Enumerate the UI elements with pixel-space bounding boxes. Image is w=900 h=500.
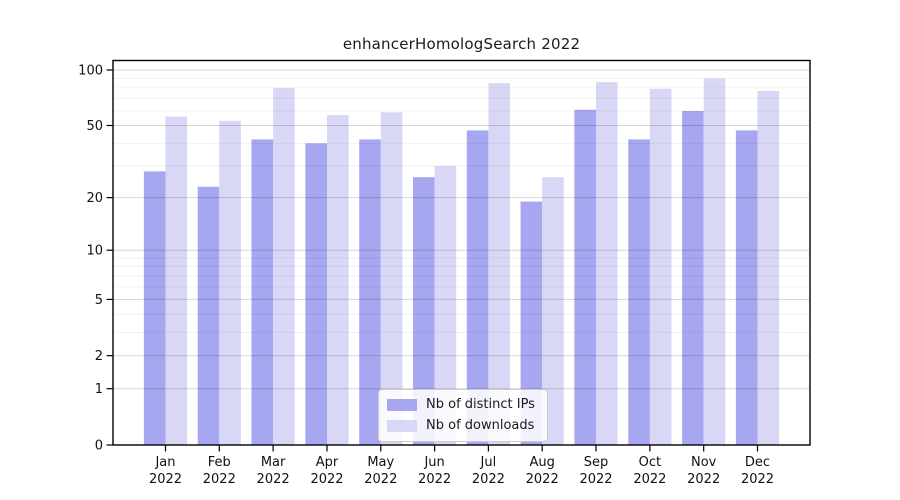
x-tick-label-year: 2022 [579, 472, 612, 487]
bar-downloads [703, 78, 726, 445]
bar-distinct-ips [682, 111, 704, 445]
bar-distinct-ips [628, 139, 650, 445]
bar-downloads [219, 120, 241, 446]
x-tick-label-year: 2022 [687, 472, 720, 487]
legend-item-downloads: Nb of downloads [387, 418, 535, 434]
x-tick-label-month: Jun [423, 455, 444, 470]
x-tick-label-year: 2022 [418, 472, 451, 487]
x-tick-label-year: 2022 [364, 472, 397, 487]
x-tick-label-month: Feb [208, 455, 231, 470]
bar-distinct-ips [305, 143, 327, 446]
bar-downloads [596, 82, 618, 445]
y-tick-label: 50 [86, 119, 103, 134]
bar-distinct-ips [574, 109, 596, 445]
y-tick-label: 0 [95, 439, 103, 454]
y-tick-label: 10 [86, 244, 103, 259]
x-tick-label-month: Dec [745, 455, 770, 470]
bar-distinct-ips [520, 201, 543, 445]
legend-swatch-distinct-ips-icon [387, 399, 417, 411]
bar-downloads [488, 83, 510, 445]
bar-distinct-ips [466, 130, 489, 445]
x-tick-label-year: 2022 [149, 472, 182, 487]
bar-downloads [434, 166, 457, 445]
plot-border [112, 59, 811, 446]
x-tick-label-month: Apr [316, 455, 339, 470]
x-tick-label-month: Nov [691, 455, 717, 470]
x-tick-label-month: May [367, 455, 394, 470]
bar-distinct-ips [143, 171, 166, 445]
y-tick-label: 2 [95, 349, 103, 364]
y-tick-label: 100 [78, 64, 103, 79]
x-tick-label-year: 2022 [310, 472, 343, 487]
x-tick-label-year: 2022 [741, 472, 774, 487]
legend-swatch-downloads-icon [387, 420, 417, 432]
chart-title: enhancerHomologSearch 2022 [342, 35, 581, 53]
y-tick-label: 20 [86, 191, 103, 206]
bar-downloads [380, 112, 403, 446]
legend: Nb of distinct IPs Nb of downloads [378, 389, 548, 442]
bar-downloads [327, 115, 349, 445]
legend-label-downloads: Nb of downloads [426, 418, 535, 433]
x-tick-label-month: Aug [530, 455, 555, 470]
x-tick-label-year: 2022 [526, 472, 559, 487]
x-tick-label-year: 2022 [633, 472, 666, 487]
x-tick-label-month: Jul [480, 455, 497, 470]
bar-downloads [757, 91, 780, 445]
bar-distinct-ips [197, 186, 220, 446]
bar-downloads [273, 87, 295, 446]
x-tick-label-month: Oct [639, 455, 661, 470]
x-tick-label-year: 2022 [472, 472, 505, 487]
bar-distinct-ips [413, 177, 435, 445]
x-tick-label-year: 2022 [257, 472, 290, 487]
x-tick-label-month: Mar [261, 455, 286, 470]
legend-label-distinct-ips: Nb of distinct IPs [426, 397, 535, 412]
bar-distinct-ips [359, 139, 381, 445]
legend-item-distinct-ips: Nb of distinct IPs [387, 397, 535, 413]
bar-distinct-ips [735, 130, 758, 445]
bar-downloads [649, 88, 672, 446]
bar-downloads [542, 177, 564, 445]
x-tick-label-year: 2022 [203, 472, 236, 487]
y-tick-label: 5 [95, 293, 103, 308]
y-tick-label: 1 [95, 382, 103, 397]
bar-downloads [165, 116, 188, 445]
bar-distinct-ips [251, 139, 274, 445]
x-tick-label-month: Sep [584, 455, 609, 470]
x-tick-label-month: Jan [154, 455, 175, 470]
